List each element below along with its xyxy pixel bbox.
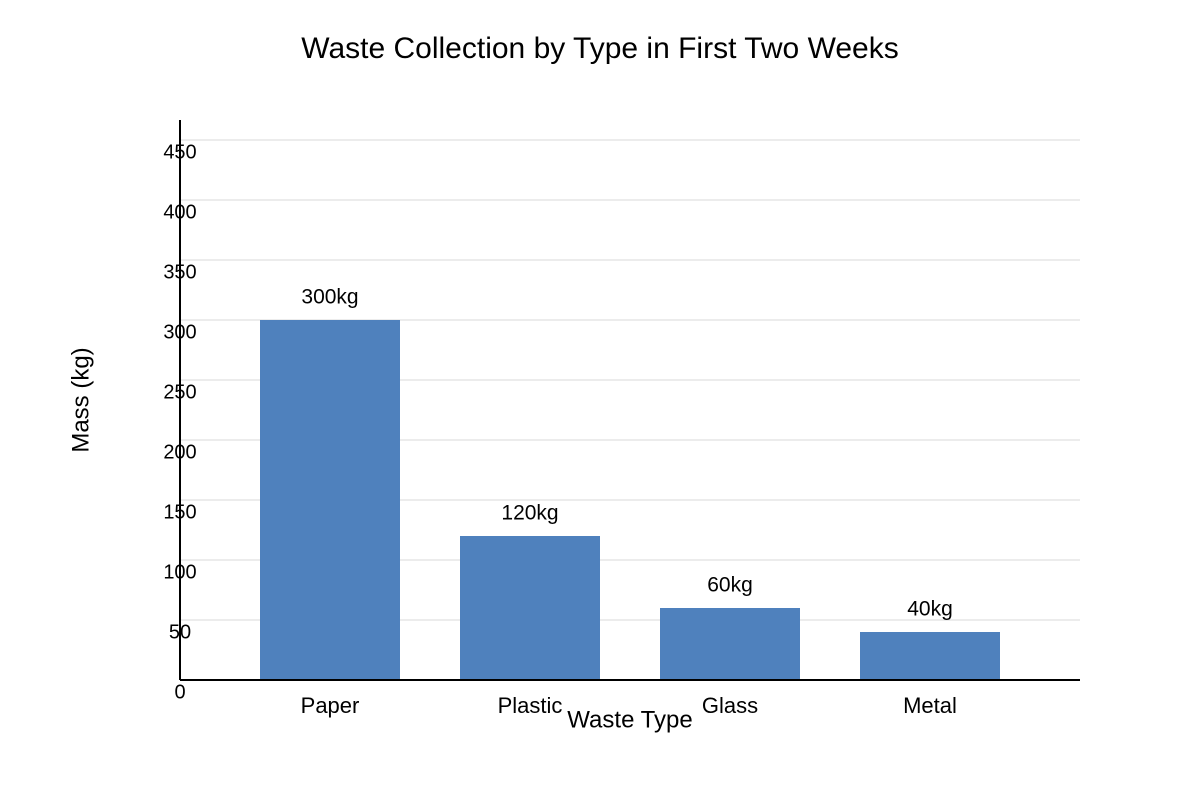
x-axis-title: Waste Type	[567, 706, 692, 733]
value-label: 40kg	[907, 598, 953, 621]
x-tick-label: Paper	[301, 693, 360, 718]
value-label: 120kg	[501, 502, 558, 525]
bar	[860, 632, 1000, 680]
bar	[460, 536, 600, 680]
x-tick-label: Metal	[903, 693, 957, 718]
x-tick-label: Glass	[702, 693, 758, 718]
value-label: 60kg	[707, 574, 753, 597]
x-tick-label: Plastic	[498, 693, 563, 718]
value-label: 300kg	[301, 286, 358, 309]
bar	[660, 608, 800, 680]
y-axis-title: Mass (kg)	[67, 347, 94, 452]
y-tick-label: 0	[174, 681, 185, 703]
chart-title: Waste Collection by Type in First Two We…	[301, 32, 898, 65]
bar	[260, 320, 400, 680]
